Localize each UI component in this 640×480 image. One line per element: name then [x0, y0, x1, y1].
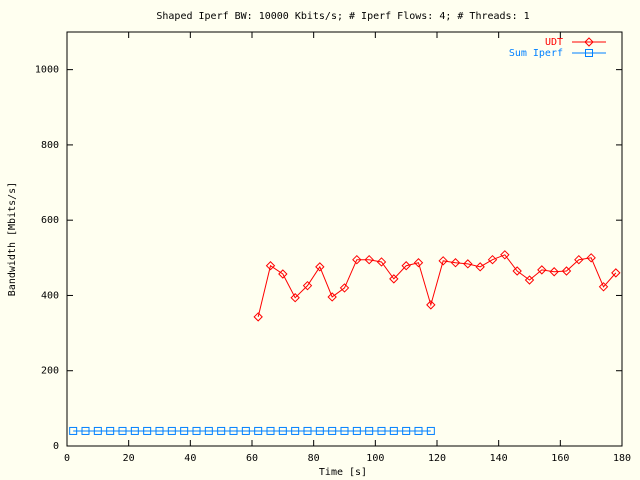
point-marker [549, 267, 559, 277]
y-axis-label: Bandwidth [Mbits/s] [7, 182, 18, 296]
point-marker [376, 257, 387, 267]
y-tick-label: 1000 [35, 65, 59, 76]
x-axis-label: Time [s] [319, 467, 367, 478]
point-marker [611, 268, 621, 278]
point-marker [155, 426, 164, 435]
point-marker [352, 254, 362, 265]
point-marker [278, 269, 288, 279]
point-marker [315, 426, 324, 435]
point-marker [574, 254, 584, 265]
point-marker [500, 250, 510, 260]
point-marker [377, 426, 386, 435]
point-marker [339, 283, 350, 293]
point-marker [130, 426, 139, 435]
point-marker [401, 261, 411, 271]
point-marker [585, 49, 593, 57]
point-marker [586, 253, 596, 263]
y-tick-label: 200 [41, 366, 59, 377]
point-marker [253, 312, 263, 322]
point-marker [302, 280, 313, 291]
x-tick-label: 100 [366, 453, 384, 464]
x-tick-label: 0 [64, 453, 70, 464]
point-marker [598, 282, 609, 292]
point-marker [266, 426, 275, 435]
point-marker [512, 266, 522, 276]
legend-label: Sum Iperf [509, 48, 563, 59]
x-tick-label: 180 [613, 453, 631, 464]
point-marker [389, 426, 398, 435]
point-marker [561, 266, 572, 276]
point-marker [389, 274, 399, 284]
point-marker [254, 426, 263, 435]
point-marker [438, 256, 448, 266]
point-marker [328, 426, 337, 435]
point-marker [180, 426, 189, 435]
point-marker [291, 426, 300, 435]
point-marker [450, 258, 461, 268]
point-marker [524, 275, 535, 285]
x-tick-label: 160 [551, 453, 569, 464]
point-marker [265, 261, 276, 271]
point-marker [217, 426, 226, 435]
point-marker [315, 262, 325, 272]
point-marker [402, 426, 411, 435]
point-marker [118, 426, 127, 435]
point-marker [204, 426, 213, 435]
point-marker [81, 426, 90, 435]
point-marker [327, 292, 337, 302]
point-marker [192, 426, 201, 435]
point-marker [487, 254, 498, 265]
point-marker [463, 259, 473, 269]
y-tick-label: 600 [41, 215, 59, 226]
point-marker [537, 265, 547, 275]
point-marker [290, 293, 300, 303]
point-marker [303, 426, 312, 435]
point-marker [167, 426, 176, 435]
legend-label: UDT [545, 37, 563, 48]
series-line [257, 254, 617, 318]
point-marker [475, 262, 485, 272]
point-marker [229, 426, 238, 435]
y-tick-label: 800 [41, 140, 59, 151]
point-marker [364, 254, 374, 265]
point-marker [93, 426, 102, 435]
point-marker [365, 426, 374, 435]
plot-frame [66, 31, 623, 447]
y-tick-label: 0 [53, 441, 59, 452]
point-marker [278, 426, 287, 435]
x-tick-label: 40 [184, 453, 196, 464]
x-tick-label: 60 [246, 453, 258, 464]
point-marker [143, 426, 152, 435]
point-marker [106, 426, 115, 435]
point-marker [352, 426, 361, 435]
x-tick-label: 80 [308, 453, 320, 464]
x-tick-label: 120 [428, 453, 446, 464]
point-marker [426, 300, 436, 310]
point-marker [426, 426, 435, 435]
y-tick-label: 400 [41, 290, 59, 301]
point-marker [584, 37, 594, 47]
point-marker [69, 426, 78, 435]
point-marker [413, 258, 424, 268]
point-marker [340, 426, 349, 435]
point-marker [241, 426, 250, 435]
chart-title: Shaped Iperf BW: 10000 Kbits/s; # Iperf … [156, 11, 529, 22]
x-tick-label: 140 [490, 453, 508, 464]
point-marker [414, 426, 423, 435]
x-tick-label: 20 [123, 453, 135, 464]
